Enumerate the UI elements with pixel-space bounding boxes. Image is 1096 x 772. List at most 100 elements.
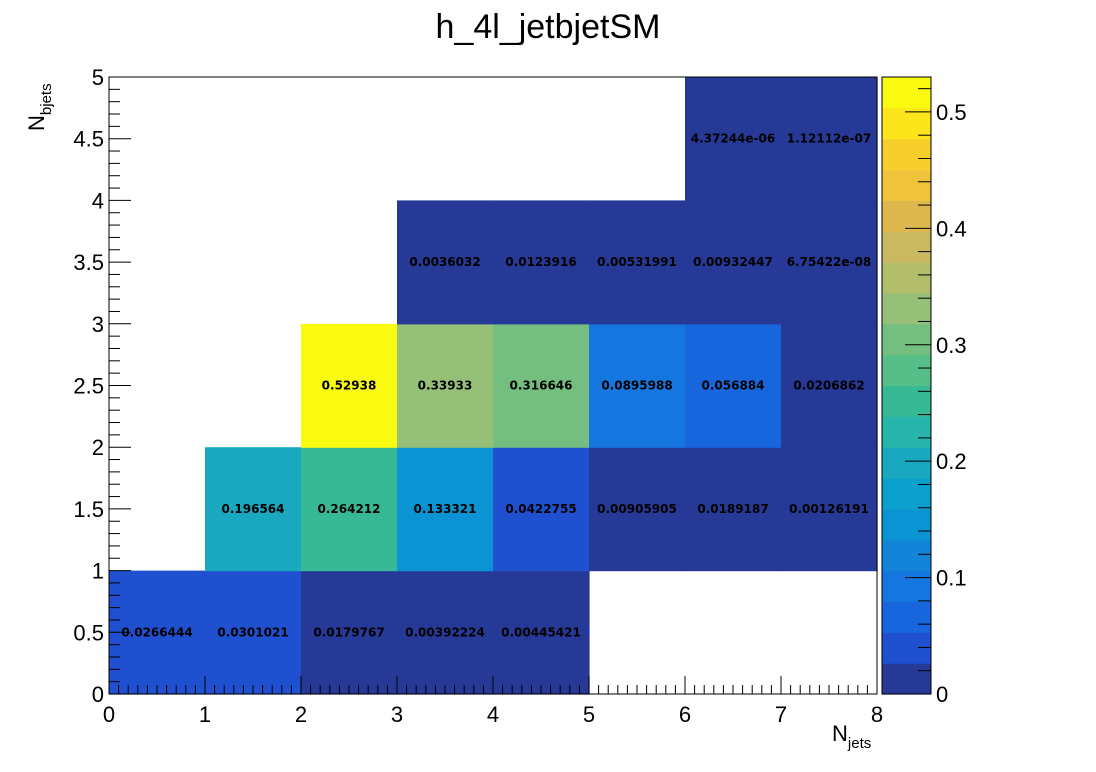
y-tick-label: 3.5 — [73, 250, 104, 275]
cell-value-label: 0.196564 — [221, 502, 284, 516]
heatmap-cell — [397, 570, 494, 695]
x-tick-label: 0 — [103, 702, 115, 727]
color-scale-step — [882, 539, 931, 572]
z-tick-label: 0.4 — [936, 216, 967, 241]
color-scale-step — [882, 354, 931, 387]
color-scale-step — [882, 570, 931, 603]
cell-value-label: 0.264212 — [317, 502, 380, 516]
heatmap-cell — [589, 447, 686, 572]
color-scale-step — [882, 292, 931, 325]
x-axis-label: Njets — [832, 721, 871, 752]
x-axis-label-sub: jets — [847, 735, 871, 752]
color-scale-step — [882, 77, 931, 109]
cell-value-label: 0.316646 — [509, 379, 572, 393]
color-scale-step — [882, 169, 931, 201]
heatmap-cell — [781, 77, 878, 201]
y-axis-label: Nbjets — [24, 83, 55, 131]
color-scale-step — [882, 663, 931, 695]
cell-value-label: 0.33933 — [418, 379, 473, 393]
z-tick-label: 0.3 — [936, 333, 967, 358]
heatmap-cell — [493, 323, 590, 448]
z-tick-label: 0.1 — [936, 566, 967, 591]
y-tick-label: 4.5 — [73, 127, 104, 152]
heatmap-cell — [685, 200, 782, 325]
cell-value-label: 0.0422755 — [505, 502, 576, 516]
heatmap-cell — [205, 447, 302, 572]
cell-value-label: 0.00392224 — [405, 625, 485, 639]
cell-value-label: 0.133321 — [413, 502, 476, 516]
heatmap-cell — [397, 200, 494, 325]
y-tick-label: 0 — [92, 682, 104, 707]
y-axis-tick-labels: 0 0.5 1 1.5 2 2.5 3 3.5 4 4.5 5 — [73, 65, 104, 707]
z-tick-label: 0.2 — [936, 449, 967, 474]
heatmap-cell — [205, 570, 302, 695]
cell-value-label: 0.00445421 — [501, 625, 581, 639]
z-tick-label: 0 — [936, 682, 948, 707]
color-scale-step — [882, 447, 931, 479]
color-scale-step — [882, 416, 931, 448]
heatmap-cells — [109, 77, 878, 695]
color-scale-step — [882, 323, 931, 356]
heatmap-cell — [301, 447, 398, 572]
cell-value-label: 0.0206862 — [793, 379, 864, 393]
heatmap-cell — [493, 447, 590, 572]
heatmap-cell — [781, 200, 878, 325]
cell-value-label: 0.52938 — [322, 379, 377, 393]
heatmap-cell — [397, 447, 494, 572]
y-tick-label: 0.5 — [73, 620, 104, 645]
heatmap-cell-labels: 0.0266444 0.0301021 0.0179767 0.00392224 0.0… — [121, 132, 871, 640]
x-axis-tick-labels: 0 1 2 3 4 5 6 7 8 — [103, 702, 883, 727]
x-tick-label: 3 — [391, 702, 403, 727]
color-scale-step — [882, 107, 931, 140]
heatmap-cell — [781, 447, 878, 572]
cell-value-label: 0.0189187 — [697, 502, 768, 516]
heatmap-cell — [781, 323, 878, 448]
cell-value-label: 1.12112e-07 — [787, 132, 871, 146]
cell-value-label: 0.00932447 — [693, 255, 773, 269]
cell-value-label: 4.37244e-06 — [691, 132, 775, 146]
cell-value-label: 0.0179767 — [313, 625, 384, 639]
cell-value-label: 0.0895988 — [601, 379, 672, 393]
x-axis-label-main: N — [832, 721, 848, 746]
cell-value-label: 0.0123916 — [505, 255, 576, 269]
y-tick-label: 5 — [92, 65, 104, 90]
axis-ticks — [108, 76, 878, 695]
heatmap-cell — [397, 323, 494, 448]
y-tick-label: 2.5 — [73, 374, 104, 399]
cell-value-label: 0.0036032 — [409, 255, 480, 269]
x-tick-label: 7 — [775, 702, 787, 727]
x-tick-label: 8 — [871, 702, 883, 727]
y-axis-label-main: N — [24, 115, 49, 131]
color-scale-step — [882, 508, 931, 541]
cell-value-label: 0.056884 — [701, 379, 764, 393]
cell-value-label: 0.0301021 — [217, 625, 288, 639]
heatmap-cell — [685, 323, 782, 448]
heatmap-cell — [493, 200, 590, 325]
x-tick-label: 6 — [679, 702, 691, 727]
y-tick-label: 4 — [92, 188, 104, 213]
x-tick-label: 5 — [583, 702, 595, 727]
chart-title: h_4l_jetbjetSM — [436, 8, 661, 46]
color-scale — [881, 76, 932, 695]
y-axis-label-sub: bjets — [38, 83, 55, 115]
heatmap-cell — [301, 570, 398, 695]
color-scale-step — [882, 231, 931, 263]
color-scale-step — [882, 385, 931, 417]
heatmap-cell — [685, 77, 782, 201]
color-scale-step — [882, 200, 931, 232]
cell-value-label: 0.00126191 — [789, 502, 869, 516]
heatmap-cell — [589, 323, 686, 448]
color-scale-tick-labels: 0 0.1 0.2 0.3 0.4 0.5 — [936, 100, 967, 707]
color-scale-step — [882, 478, 931, 510]
y-tick-label: 3 — [92, 312, 104, 337]
x-tick-label: 4 — [487, 702, 499, 727]
color-scale-step — [882, 632, 931, 664]
heatmap-cell — [493, 570, 590, 695]
cell-value-label: 0.0266444 — [121, 625, 192, 639]
y-tick-label: 1 — [92, 559, 104, 584]
z-tick-label: 0.5 — [936, 100, 967, 125]
color-scale-step — [882, 138, 931, 171]
x-tick-label: 1 — [199, 702, 211, 727]
y-tick-label: 2 — [92, 435, 104, 460]
